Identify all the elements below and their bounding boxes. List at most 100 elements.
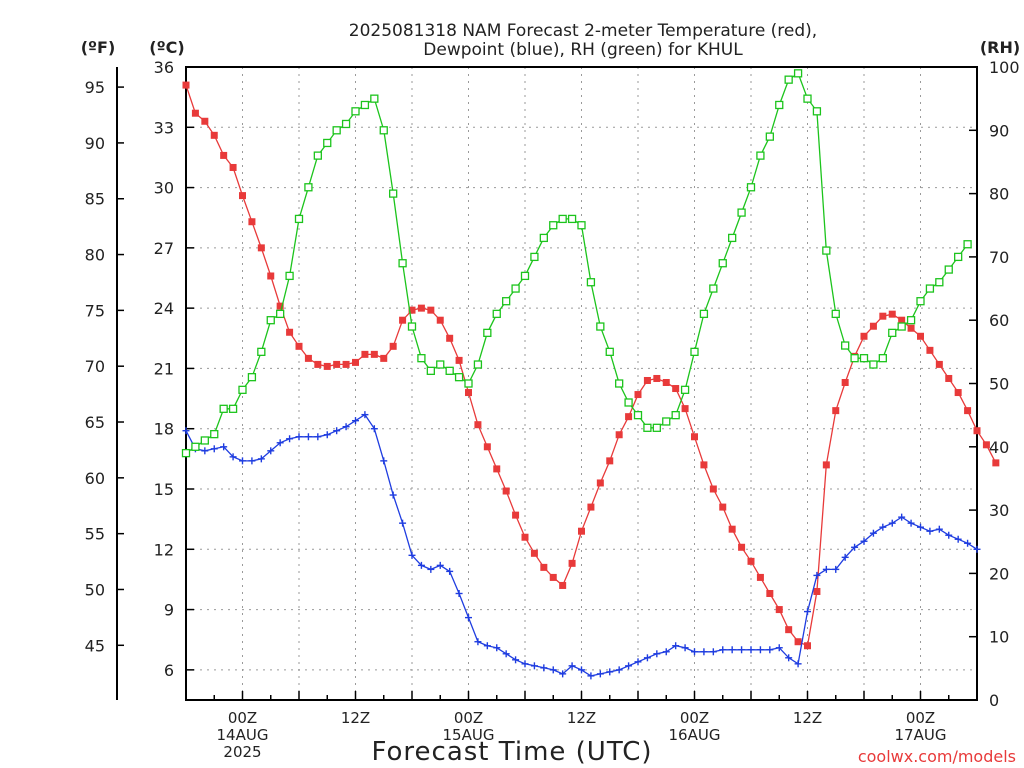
rh-point bbox=[888, 328, 897, 338]
temperature-point bbox=[587, 503, 595, 511]
dewpoint-point bbox=[267, 447, 275, 455]
f-tick-label: 60 bbox=[85, 469, 105, 488]
dewpoint-point bbox=[286, 435, 294, 443]
dewpoint-point bbox=[530, 662, 538, 670]
temperature-point bbox=[559, 581, 567, 589]
rh-point bbox=[511, 284, 520, 293]
temperature-point bbox=[333, 360, 341, 368]
rh-point bbox=[549, 221, 558, 230]
x-tick-label: 16AUG bbox=[669, 726, 721, 744]
dewpoint-point bbox=[606, 668, 614, 676]
temperature-point bbox=[879, 312, 887, 320]
dewpoint-point bbox=[643, 654, 651, 662]
dewpoint-point bbox=[691, 648, 698, 656]
rh-tick-label: 50 bbox=[989, 375, 1009, 394]
temperature-point bbox=[794, 638, 802, 646]
dewpoint-point bbox=[794, 660, 802, 668]
temperature-point bbox=[446, 334, 454, 342]
temperature-point bbox=[455, 356, 463, 364]
rh-point bbox=[615, 379, 624, 388]
watermark: coolwx.com/models bbox=[858, 747, 1016, 766]
temperature-point bbox=[747, 557, 755, 565]
rh-point bbox=[756, 151, 765, 160]
temperature-point bbox=[719, 503, 727, 511]
temperature-point bbox=[709, 485, 717, 493]
rh-point bbox=[605, 347, 614, 357]
temperature-point bbox=[756, 573, 764, 581]
x-tick-label: 00Z bbox=[680, 709, 709, 727]
temperature-point bbox=[530, 549, 538, 557]
rh-tick-label: 10 bbox=[989, 628, 1009, 647]
dewpoint-point bbox=[257, 455, 265, 463]
x-tick-label: 12Z bbox=[567, 709, 596, 727]
dewpoint-point bbox=[625, 662, 633, 670]
rh-point bbox=[304, 183, 313, 192]
rh-point bbox=[963, 240, 972, 249]
temperature-point bbox=[954, 389, 962, 397]
dewpoint-point bbox=[568, 662, 576, 670]
temperature-point bbox=[982, 441, 990, 449]
rh-point bbox=[436, 360, 445, 369]
temperature-point bbox=[728, 525, 736, 533]
rh-point bbox=[954, 252, 963, 262]
rh-point bbox=[671, 410, 680, 420]
dewpoint-point bbox=[399, 519, 407, 527]
f-tick-label: 90 bbox=[85, 134, 105, 153]
dewpoint-point bbox=[926, 527, 934, 535]
rh-tick-label: 70 bbox=[989, 248, 1009, 267]
x-tick-label: 00Z bbox=[906, 709, 935, 727]
rh-point bbox=[916, 297, 925, 306]
rh-point bbox=[775, 100, 784, 110]
rh-tick-label: 40 bbox=[989, 438, 1009, 457]
dewpoint-point bbox=[832, 565, 840, 573]
temperature-point bbox=[681, 405, 689, 413]
rh-point bbox=[803, 94, 812, 103]
temperature-point bbox=[370, 350, 378, 358]
rh-point bbox=[417, 354, 426, 363]
temperature-point bbox=[483, 443, 491, 451]
dewpoint-point bbox=[747, 646, 755, 654]
chart-title-line1: 2025081318 NAM Forecast 2-meter Temperat… bbox=[349, 21, 817, 41]
rh-point bbox=[181, 448, 191, 458]
dewpoint-point bbox=[804, 608, 811, 616]
dewpoint-point bbox=[304, 433, 312, 441]
c-tick-label: 36 bbox=[154, 58, 174, 77]
temperature-point bbox=[380, 354, 388, 362]
rh-point bbox=[219, 404, 228, 413]
temperature-point bbox=[295, 342, 303, 350]
dewpoint-point bbox=[709, 648, 717, 656]
rh-point bbox=[313, 151, 322, 160]
rh-point bbox=[680, 385, 690, 394]
dewpoint-point bbox=[333, 427, 341, 435]
c-tick-label: 30 bbox=[154, 179, 174, 198]
rh-point bbox=[728, 233, 737, 243]
temperature-point bbox=[342, 360, 350, 368]
temperature-point bbox=[276, 302, 284, 310]
temperature-point bbox=[210, 131, 218, 139]
rh-point bbox=[709, 284, 718, 293]
rh-point bbox=[558, 214, 567, 224]
temperature-point bbox=[427, 306, 435, 314]
temperature-point bbox=[606, 457, 614, 465]
c-tick-label: 21 bbox=[154, 359, 174, 378]
temperature-point bbox=[502, 487, 510, 495]
rh-point bbox=[407, 322, 417, 331]
rh-point bbox=[577, 221, 586, 230]
dewpoint-point bbox=[879, 523, 887, 531]
dewpoint-point bbox=[728, 646, 736, 654]
rh-point bbox=[294, 214, 304, 224]
temperature-point bbox=[352, 358, 359, 366]
rh-point bbox=[906, 316, 916, 325]
f-tick-label: 85 bbox=[85, 190, 105, 209]
dewpoint-point bbox=[841, 553, 849, 561]
rh-tick-label: 90 bbox=[989, 121, 1009, 140]
rh-point bbox=[266, 316, 275, 325]
rh-point bbox=[897, 322, 906, 331]
x-tick-label: 15AUG bbox=[443, 726, 495, 744]
temperature-point bbox=[888, 310, 896, 318]
rh-point bbox=[332, 126, 341, 135]
temperature-point bbox=[220, 151, 228, 159]
rh-point bbox=[859, 354, 869, 363]
